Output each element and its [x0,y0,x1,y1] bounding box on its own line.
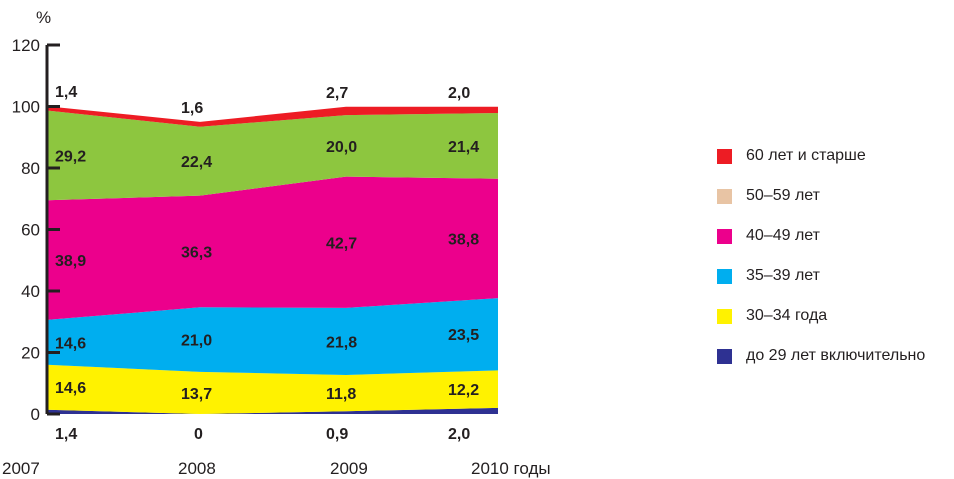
legend-item: 50–59 лет [717,187,925,204]
legend-swatch [717,228,732,244]
legend-label: до 29 лет включительно [746,347,926,364]
legend-item: 30–34 года [717,307,925,324]
y-tick-label: 80 [21,159,40,178]
y-axis-unit: % [36,8,51,27]
y-tick-label: 100 [12,98,40,117]
y-tick-label: 0 [31,405,40,424]
data-label: 1,4 [55,426,77,443]
data-label: 1,4 [55,84,77,101]
legend-item: 35–39 лет [717,267,925,284]
legend-label: 50–59 лет [746,187,820,204]
data-label: 21,8 [326,334,357,351]
data-label: 2,0 [448,426,470,443]
x-tick-label: 2009 [330,459,368,478]
data-label: 21,4 [448,139,479,156]
x-axis: 2007 2008 2009 2010 годы [2,459,551,478]
area-60-лет-и-старше [47,106,498,127]
data-label: 14,6 [55,380,86,397]
data-label: 2,0 [448,85,470,102]
data-label: 38,9 [55,253,86,270]
x-tick-label: 2008 [178,459,216,478]
data-label: 23,5 [448,327,479,344]
data-label: 20,0 [326,139,357,156]
data-label: 38,8 [448,231,479,248]
legend-swatch [717,148,732,164]
area-50–59-лет [47,110,498,201]
legend: 60 лет и старше 50–59 лет 40–49 лет 35–39 л… [717,147,926,388]
legend-label: 30–34 года [746,307,828,324]
data-label: 42,7 [326,235,357,252]
data-label: 22,4 [181,154,212,171]
data-label: 0 [194,426,203,443]
data-label: 11,8 [326,386,356,403]
legend-swatch [717,308,732,324]
area-35–39-лет [47,298,498,375]
legend-item: до 29 лет включительно [717,347,926,364]
legend-swatch [717,188,732,204]
legend-item: 40–49 лет [717,227,925,244]
y-tick-label: 20 [21,344,40,363]
legend-label: 35–39 лет [746,267,820,284]
x-tick-label: 2010 годы [471,459,551,478]
data-label: 13,7 [181,386,212,403]
legend-swatch [717,348,732,364]
area-до-29-лет-включительно [47,407,498,414]
data-label: 36,3 [181,244,212,261]
data-label: 14,6 [55,335,86,352]
data-label: 21,0 [181,333,212,350]
data-label: 2,7 [326,85,348,102]
data-labels: 1,4 0 0,9 2,0 14,6 13,7 11,8 12,2 14,6 21,0 21,8 23… [55,84,479,443]
data-label: 1,6 [181,100,203,117]
legend-label: 60 лет и старше [746,147,866,164]
area-layers [47,106,498,414]
legend-label: 40–49 лет [746,227,820,244]
legend-item: 60 лет и старше [717,147,925,164]
data-label: 12,2 [448,382,479,399]
y-tick-label: 60 [21,221,40,240]
y-tick-label: 120 [12,36,40,55]
data-label: 0,9 [326,426,348,443]
y-axis: 0 20 40 60 80 100 120 [12,36,60,424]
legend-swatch [717,268,732,284]
area-30–34-года [47,364,498,414]
y-tick-label: 40 [21,282,40,301]
area-40–49-лет [47,176,498,320]
data-label: 29,2 [55,148,86,165]
x-tick-label: 2007 [2,459,40,478]
